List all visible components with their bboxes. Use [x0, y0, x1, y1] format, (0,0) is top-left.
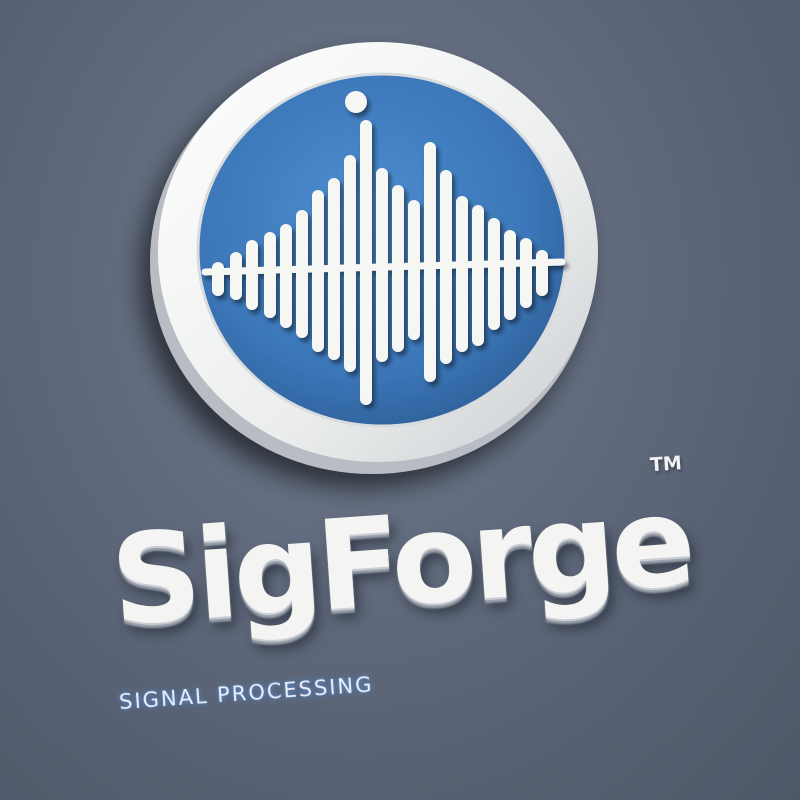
brand-name: SigForge	[106, 469, 695, 655]
wave-bar	[520, 238, 532, 308]
wave-bar	[504, 230, 516, 320]
wave-bar	[424, 142, 436, 382]
wave-bar	[408, 200, 420, 340]
wave-bar	[456, 196, 468, 352]
wave-bar	[440, 170, 452, 364]
sound-wave-icon	[201, 91, 566, 405]
wave-bar	[392, 185, 404, 352]
wave-bar	[344, 155, 356, 372]
wave-bar	[280, 224, 292, 328]
wave-bar	[360, 120, 372, 405]
wave-bar	[296, 210, 308, 338]
wave-bar	[328, 178, 340, 360]
wave-bar	[536, 250, 548, 296]
wave-bar	[472, 205, 484, 346]
wave-bar	[312, 190, 324, 352]
trademark-symbol: TM	[649, 452, 683, 477]
wave-bar	[488, 218, 500, 330]
wave-bar	[212, 262, 224, 296]
wave-peak-dot	[345, 91, 367, 113]
wave-bar	[246, 240, 258, 310]
wave-bar	[264, 232, 276, 318]
wave-bar	[230, 252, 242, 300]
wave-bar	[376, 168, 388, 362]
